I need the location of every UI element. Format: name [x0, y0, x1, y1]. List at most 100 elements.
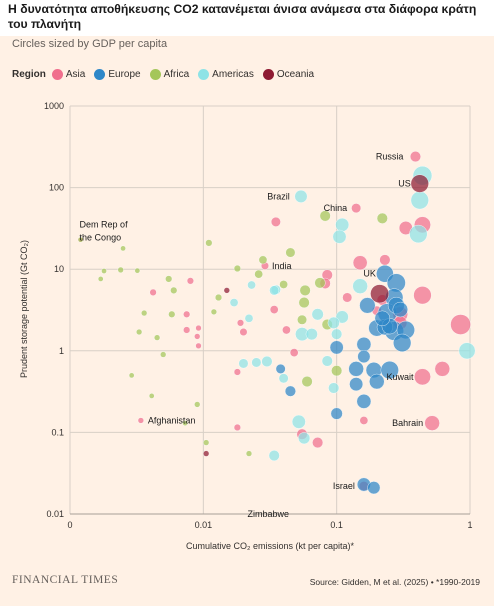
data-point-africa [77, 236, 84, 243]
data-point-americas [294, 189, 308, 203]
point-label: UK [363, 269, 376, 279]
data-point-asia [195, 324, 202, 332]
data-point-europe [393, 333, 412, 352]
legend-item-oceania: Oceania [262, 69, 314, 80]
x-tick-label: 1 [467, 520, 472, 530]
data-point-asia [239, 328, 248, 336]
data-point-europe [330, 407, 343, 420]
legend: Region Asia Europe Africa Americas Ocean… [12, 69, 323, 80]
data-point-americas [321, 355, 333, 367]
data-point-americas [229, 298, 239, 307]
legend-label: Americas [212, 69, 254, 80]
point-label: India [272, 261, 292, 271]
data-point-africa [258, 255, 268, 265]
brand-logo: FINANCIAL TIMES [12, 574, 119, 586]
point-labels: Russia US Brazil China Dem Rep of the Congo In… [80, 152, 424, 519]
legend-swatch [262, 69, 274, 80]
data-point-africa [136, 328, 143, 336]
data-point-americas [291, 414, 306, 429]
data-point-africa [194, 401, 201, 408]
point-label: Dem Rep of the Congo [80, 220, 129, 243]
data-point-asia [413, 286, 432, 305]
point-label: Afghanistan [148, 415, 196, 425]
data-point-africa [299, 284, 311, 296]
data-point-americas [335, 310, 349, 324]
chart-subtitle: Circles sized by GDP per capita [12, 38, 168, 50]
point-label: Kuwait [386, 372, 414, 382]
legend-label: Africa [163, 69, 190, 80]
data-point-asia [450, 314, 471, 335]
data-point-asia [270, 216, 281, 227]
data-point-europe [348, 361, 364, 377]
point-label: Russia [376, 152, 404, 162]
legend-item-americas: Americas [198, 69, 254, 80]
data-point-europe [392, 301, 408, 318]
y-axis-label: Prudent storage potential (Gt CO₂) [19, 240, 29, 378]
data-point-americas [328, 382, 340, 394]
data-point-asia [414, 368, 431, 386]
data-point-asia [186, 277, 194, 285]
data-point-americas [269, 285, 280, 296]
data-point-oceania [410, 174, 429, 193]
data-point-americas [268, 450, 280, 462]
data-point-americas [410, 191, 429, 210]
data-point-africa [298, 297, 310, 309]
data-point-africa [331, 365, 343, 377]
data-point-asia [342, 292, 353, 303]
legend-swatch [94, 69, 106, 80]
legend-swatch [198, 69, 210, 80]
data-point-africa [245, 450, 253, 457]
legend-label: Europe [108, 69, 141, 80]
data-point-asia [137, 417, 144, 424]
data-point-africa [117, 266, 124, 274]
data-point-africa [160, 351, 167, 358]
chart-title: Η δυνατότητα αποθήκευσης CO2 κατανέμεται… [8, 2, 477, 31]
x-tick-label: 0.1 [330, 520, 343, 530]
data-point-africa [254, 269, 263, 279]
point-label: Brazil [267, 191, 290, 201]
data-point-americas [332, 229, 347, 244]
x-tick-label: 0 [67, 520, 72, 530]
title-band [0, 0, 494, 36]
data-point-africa [301, 376, 313, 388]
legend-swatch [51, 69, 63, 80]
data-point-americas [352, 278, 368, 294]
data-point-americas [278, 373, 289, 384]
point-label: China [324, 203, 348, 213]
data-point-europe [357, 350, 371, 364]
data-point-europe [380, 361, 399, 380]
source-note: Source: Gidden, M et al. (2025) • *1990-… [309, 577, 480, 587]
data-point-africa [319, 210, 331, 222]
data-point-africa [210, 308, 217, 315]
data-point-europe [359, 297, 376, 314]
y-tick-label: 100 [49, 183, 64, 193]
data-point-asia [351, 203, 362, 214]
data-point-africa [279, 280, 288, 289]
data-point-asia [194, 333, 201, 340]
legend-title: Region [12, 69, 46, 80]
data-point-americas [327, 316, 340, 329]
point-label: Israel [333, 481, 355, 491]
x-axis-label: Cumulative CO₂ emissions (kt per capita)… [186, 541, 355, 551]
data-point-americas [305, 328, 318, 341]
data-point-africa [285, 247, 296, 258]
data-point-americas [247, 280, 256, 290]
data-point-africa [120, 245, 126, 252]
data-point-asia [409, 151, 421, 163]
legend-item-africa: Africa [149, 69, 190, 80]
data-point-africa [203, 439, 210, 446]
data-point-asia [359, 416, 369, 425]
data-point-europe [349, 377, 364, 392]
data-point-asia [282, 325, 291, 335]
data-point-europe [367, 481, 381, 495]
data-point-europe [369, 373, 385, 390]
legend-swatch [149, 69, 161, 80]
data-point-asia [352, 255, 368, 271]
data-point-asia [195, 342, 202, 349]
y-tick-label: 10 [54, 264, 64, 274]
data-point-africa [376, 212, 388, 224]
data-point-asia [379, 254, 391, 266]
data-point-americas [298, 432, 311, 445]
